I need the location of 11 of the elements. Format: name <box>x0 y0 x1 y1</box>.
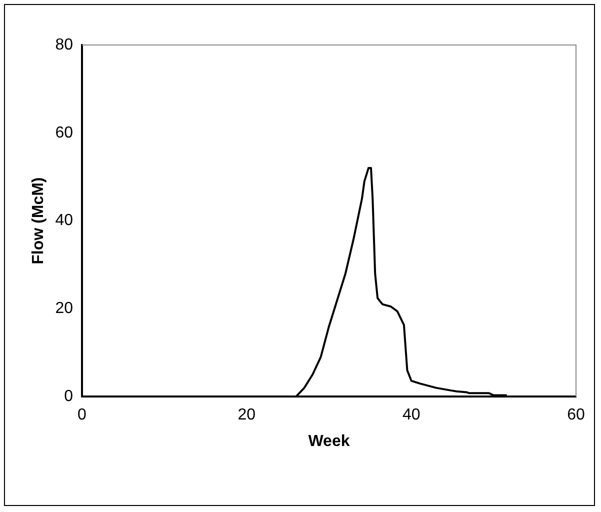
y-tick-label: 0 <box>64 388 74 406</box>
x-tick-label: 40 <box>402 406 420 424</box>
y-tick-label: 60 <box>55 124 74 142</box>
x-tick-label: 60 <box>567 406 585 424</box>
x-tick-label: 0 <box>78 406 87 424</box>
y-tick-label: 40 <box>55 212 74 230</box>
y-tick-label: 80 <box>55 36 74 54</box>
y-axis-title: Flow (McM) <box>30 177 48 264</box>
y-tick-label: 20 <box>55 300 74 318</box>
x-tick-label: 20 <box>238 406 256 424</box>
x-axis-title: Week <box>308 432 350 450</box>
